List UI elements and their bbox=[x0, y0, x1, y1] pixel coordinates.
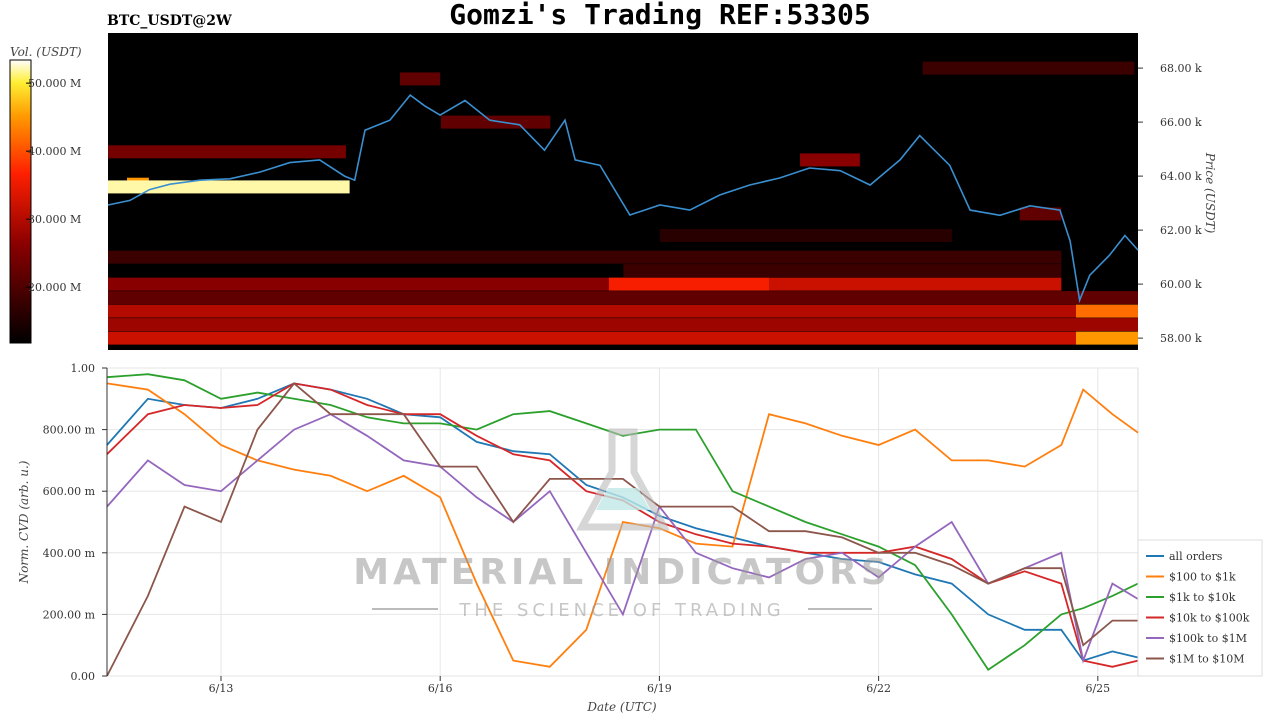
symbol-label: BTC_USDT@2W bbox=[107, 13, 232, 29]
heatmap-cell bbox=[1075, 304, 1138, 318]
y-tick-label: 60.00 k bbox=[1160, 278, 1202, 291]
y-tick-label: 800.00 m bbox=[43, 424, 96, 437]
cvd-line bbox=[106, 373, 1139, 672]
heatmap-cell bbox=[108, 318, 1138, 332]
heatmap-cell bbox=[1075, 331, 1138, 345]
y-tick-label: 68.00 k bbox=[1160, 62, 1202, 75]
y-tick-label: 62.00 k bbox=[1160, 224, 1202, 237]
x-tick-label: 6/19 bbox=[647, 682, 672, 695]
x-tick-label: 6/25 bbox=[1085, 682, 1110, 695]
colorbar-label: Vol. (USDT) bbox=[10, 45, 82, 59]
legend-label: $1M to $10M bbox=[1169, 653, 1245, 666]
heatmap-cell bbox=[623, 264, 1062, 278]
y-tick-label: 1.00 bbox=[71, 362, 96, 375]
colorbar-tick-label: 50.000 M bbox=[28, 77, 81, 90]
legend-label: $10k to $100k bbox=[1169, 612, 1250, 625]
heatmap-cell bbox=[922, 61, 1135, 75]
heatmap-cell bbox=[108, 250, 1062, 264]
x-tick-label: 6/13 bbox=[209, 682, 234, 695]
y-axis-label: Norm. CVD (arb. u.) bbox=[17, 460, 31, 584]
y-tick-label: 600.00 m bbox=[43, 485, 96, 498]
y-tick-label: 66.00 k bbox=[1160, 116, 1202, 129]
x-tick-label: 6/22 bbox=[866, 682, 891, 695]
colorbar-tick-label: 30.000 M bbox=[28, 213, 81, 226]
heatmap-cell bbox=[108, 331, 1076, 345]
watermark: MATERIAL INDICATORS THE SCIENCE OF TRADI… bbox=[353, 428, 891, 621]
heatmap-cell bbox=[608, 277, 770, 291]
legend-label: $1k to $10k bbox=[1169, 591, 1236, 604]
colorbar-tick-label: 40.000 M bbox=[28, 145, 81, 158]
heatmap-cell bbox=[769, 277, 1062, 291]
watermark-icon bbox=[596, 488, 650, 510]
watermark-icon bbox=[576, 428, 670, 531]
y-axis-label: Price (USDT) bbox=[1203, 152, 1217, 234]
heatmap-cell bbox=[440, 115, 551, 129]
heatmap-cell bbox=[659, 229, 952, 243]
legend-label: all orders bbox=[1169, 550, 1223, 563]
y-tick-label: 200.00 m bbox=[43, 608, 96, 621]
watermark-subtitle: THE SCIENCE OF TRADING bbox=[458, 600, 784, 621]
heatmap-cell bbox=[108, 291, 1138, 305]
heatmap-cell bbox=[108, 145, 346, 159]
y-tick-label: 400.00 m bbox=[43, 547, 96, 560]
heatmap-cell bbox=[399, 72, 441, 86]
y-tick-label: 64.00 k bbox=[1160, 170, 1202, 183]
x-tick-label: 6/16 bbox=[428, 682, 453, 695]
y-tick-label: 0.00 bbox=[71, 670, 96, 683]
legend-label: $100 to $1k bbox=[1169, 571, 1236, 584]
legend-label: $100k to $1M bbox=[1169, 632, 1247, 645]
heatmap-cell bbox=[108, 304, 1076, 318]
y-tick-label: 58.00 k bbox=[1160, 332, 1202, 345]
colorbar-tick-label: 20.000 M bbox=[28, 281, 81, 294]
heatmap-cell bbox=[1019, 207, 1062, 221]
chart-title: Gomzi's Trading REF:53305 bbox=[449, 0, 870, 31]
watermark-title: MATERIAL INDICATORS bbox=[353, 552, 891, 593]
heatmap-cell bbox=[800, 153, 860, 167]
price-line bbox=[107, 94, 1139, 304]
cvd-line bbox=[106, 382, 1138, 677]
heatmap-cell bbox=[108, 180, 350, 194]
x-axis-label: Date (UTC) bbox=[586, 700, 656, 714]
colorbar bbox=[9, 59, 32, 344]
heatmap-cell bbox=[108, 277, 609, 291]
legend bbox=[1137, 539, 1263, 677]
